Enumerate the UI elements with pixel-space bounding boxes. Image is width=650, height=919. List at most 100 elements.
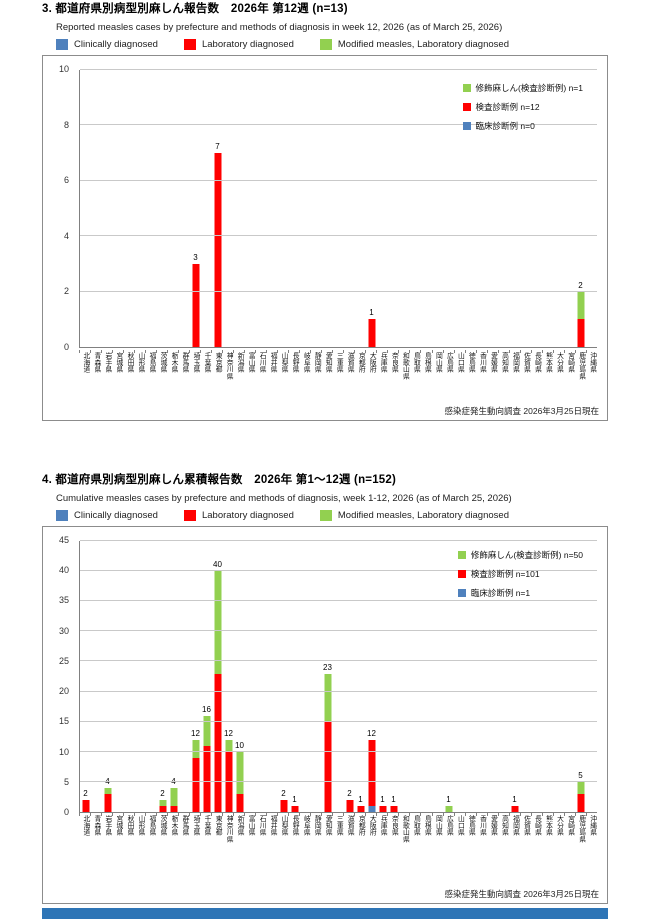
bar-segment — [324, 673, 331, 722]
bar-segment — [368, 319, 375, 347]
legend-label: Clinically diagnosed — [74, 39, 158, 50]
inner-legend-label: 修飾麻しん(検査診断例) n=50 — [470, 550, 583, 560]
x-axis-slot: 愛媛県 — [486, 350, 498, 408]
x-axis-slot: 高知県 — [497, 813, 509, 885]
bar-slot — [399, 541, 410, 812]
bar-stack — [126, 541, 133, 812]
x-axis-label: 兵庫県 — [379, 815, 387, 836]
x-axis-label: 鳥取県 — [412, 352, 420, 373]
bar-slot: 12 — [366, 541, 377, 812]
x-axis-label: 秋田県 — [125, 815, 133, 836]
x-axis-slot: 静岡県 — [310, 350, 321, 408]
bar-stack — [104, 70, 111, 347]
bar-slot — [586, 541, 597, 812]
weekly-measles-section: 3. 都道府県別病型別麻しん報告数 2026年 第12週 (n=13) Repo… — [42, 0, 608, 421]
x-axis-label: 京都府 — [357, 352, 365, 373]
x-axis-label: 新潟県 — [236, 815, 244, 836]
x-axis-slot: 静岡県 — [310, 813, 321, 885]
legend-color-chip — [183, 39, 196, 50]
x-axis-slot: 宮城県 — [112, 350, 123, 408]
bar-value-label: 4 — [171, 777, 175, 786]
x-axis-label: 北海道 — [81, 815, 89, 836]
x-axis-label: 茨城県 — [159, 815, 167, 836]
x-axis-label: 静岡県 — [313, 352, 321, 373]
bar-segment — [214, 673, 221, 812]
x-axis-slot: 福井県 — [266, 350, 277, 408]
bar-value-label: 7 — [215, 142, 220, 152]
x-axis-label: 三重県 — [335, 352, 343, 373]
x-axis-slot: 徳島県 — [464, 350, 476, 408]
bar-value-label: 1 — [358, 794, 363, 804]
x-axis-label: 岐阜県 — [302, 352, 310, 373]
bar-stack — [203, 70, 210, 347]
bar-stack — [313, 541, 320, 812]
x-axis-slot: 千葉県 — [200, 350, 211, 408]
bar-slot: 1 — [366, 70, 377, 347]
bar-segment — [225, 751, 232, 812]
bar-segment — [236, 793, 243, 812]
bar-slot — [443, 70, 454, 347]
bar-slot — [421, 70, 432, 347]
x-axis-label: 佐賀県 — [522, 352, 530, 373]
bar-segment — [192, 757, 199, 812]
x-axis-slot: 東京都 — [211, 350, 222, 408]
x-axis-slot: 山梨県 — [277, 813, 288, 885]
x-axis-label: 千葉県 — [203, 815, 211, 836]
y-axis-tick-label: 45 — [58, 535, 69, 545]
x-axis-label: 山梨県 — [280, 352, 288, 373]
x-axis-slot: 香川県 — [475, 350, 487, 408]
y-axis-tick-label: 4 — [63, 230, 69, 241]
y-axis-tick-label: 5 — [63, 776, 69, 787]
x-axis-label: 京都府 — [357, 815, 365, 836]
bar-slot — [399, 70, 410, 347]
x-axis-label: 熊本県 — [544, 352, 552, 373]
x-axis-label: 徳島県 — [467, 815, 475, 836]
legend-item: Modified measles, Laboratory diagnosed — [319, 510, 509, 521]
bar-slot: 1 — [289, 541, 300, 812]
x-axis-labels: 北海道 青森県 岩手県 宮城県 秋田県 山形県 福島県 茨城県 栃木県 群馬県 埼玉県 千葉県 東京都神… — [79, 813, 597, 885]
x-axis-label: 宮城県 — [114, 815, 122, 836]
x-axis-label: 愛媛県 — [489, 352, 497, 373]
x-axis-label: 山口県 — [456, 815, 464, 836]
x-axis-slot: 山形県 — [134, 813, 145, 885]
bar-stack — [181, 70, 188, 347]
x-axis-label: 沖縄県 — [588, 815, 596, 836]
next-page-band — [42, 908, 608, 919]
chart-legend: Clinically diagnosed Laboratory diagnosed… — [56, 510, 608, 521]
x-axis-label: 鹿児島県 — [577, 815, 585, 843]
gridline — [80, 570, 597, 572]
bar-stack — [192, 70, 199, 347]
bar-slot — [267, 541, 278, 812]
x-axis-label: 岡山県 — [434, 352, 442, 373]
bar-slot — [432, 541, 443, 812]
bar-stack — [390, 70, 397, 347]
x-axis-label: 静岡県 — [313, 815, 321, 836]
chart-legend: Clinically diagnosed Laboratory diagnosed… — [56, 39, 608, 50]
inner-legend-label: 臨床診断例 n=0 — [475, 121, 535, 131]
x-axis-slot: 群馬県 — [178, 350, 189, 408]
bar-segment — [214, 153, 221, 347]
x-axis-slot: 愛媛県 — [486, 813, 498, 885]
gridline — [80, 720, 597, 722]
bar-value-label: 16 — [202, 704, 211, 714]
x-axis-label: 愛知県 — [324, 815, 332, 836]
x-axis-slot: 佐賀県 — [519, 350, 531, 408]
x-axis-slot: 兵庫県 — [376, 350, 387, 408]
bar-slot: 4 — [102, 541, 113, 812]
x-axis-slot: 秋田県 — [123, 350, 134, 408]
bar-stack — [159, 70, 166, 347]
legend-color-chip — [183, 510, 196, 521]
bar-slot — [201, 70, 212, 347]
x-axis-slot: 福島県 — [145, 350, 156, 408]
legend-item: Clinically diagnosed — [56, 510, 158, 521]
bar-slot — [135, 70, 146, 347]
x-axis-label: 群馬県 — [181, 815, 189, 836]
bar-segment — [379, 805, 386, 812]
x-axis-label: 奈良県 — [390, 352, 398, 373]
bar-stack — [203, 541, 210, 812]
x-axis-label: 青森県 — [92, 352, 100, 373]
bar-slot — [410, 70, 421, 347]
x-axis-label: 東京都 — [214, 352, 222, 373]
bar-slot: 40 — [212, 541, 223, 812]
x-axis-label: 宮崎県 — [566, 352, 574, 373]
